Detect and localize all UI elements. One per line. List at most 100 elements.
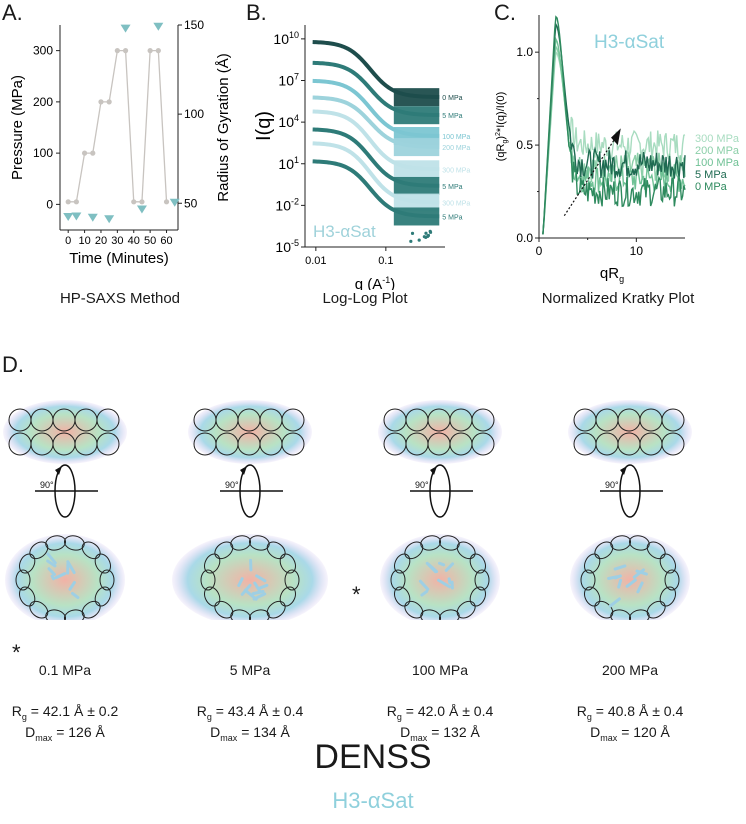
rg-point xyxy=(120,24,131,33)
dna-helix xyxy=(646,541,666,560)
dna-helix xyxy=(469,586,486,607)
rotation-label: 90° xyxy=(605,480,619,490)
noise-point xyxy=(424,231,428,235)
dna-helix xyxy=(81,600,101,619)
pressure-point xyxy=(131,199,137,205)
pressure-line xyxy=(68,49,168,203)
dna-helix xyxy=(45,609,67,620)
dna-helix xyxy=(266,541,286,560)
dmax-stat: Dmax = 134 Å xyxy=(160,723,340,746)
x-tick-label: 60 xyxy=(160,235,172,247)
y-axis-label: (qRg)2*I(q)/I(0) xyxy=(495,92,509,162)
series-label: 300 MPa xyxy=(442,201,470,208)
histone-helix xyxy=(68,580,76,591)
dna-helix xyxy=(214,541,234,560)
dna-helix xyxy=(471,432,495,456)
rg-stat: Rg = 40.8 Å ± 0.4 xyxy=(540,704,720,725)
pressure-point xyxy=(147,48,153,54)
arrow-head-icon xyxy=(611,128,621,146)
molecule-model-2: 90° xyxy=(378,400,502,620)
rg-stat: Rg = 43.4 Å ± 0.4 xyxy=(160,704,340,725)
molecule-model-1: 90° xyxy=(172,400,328,620)
histone-helix xyxy=(437,561,446,567)
dna-helix xyxy=(96,432,120,456)
x-tick-label: 0 xyxy=(65,235,71,247)
rg-point xyxy=(153,22,164,31)
dna-helix xyxy=(390,569,406,591)
dna-helix xyxy=(610,535,632,551)
dmax-value: = 134 Å xyxy=(241,723,290,740)
rg-symbol: R xyxy=(386,703,397,719)
dmax-sub: max xyxy=(220,732,238,743)
series-5 xyxy=(312,127,440,195)
y-tick-label: 300 xyxy=(33,44,53,58)
noise-point xyxy=(409,239,413,243)
dna-helix xyxy=(204,586,221,607)
rotation-icon: 90° xyxy=(35,464,98,518)
rg-point xyxy=(136,205,147,214)
noise-point xyxy=(410,231,415,235)
histone-helix xyxy=(252,592,267,601)
rotation-icon: 90° xyxy=(410,464,473,518)
dna-helix xyxy=(404,541,424,560)
dmax-value: = 126 Å xyxy=(56,723,105,740)
series-label: 300 MPa xyxy=(442,167,470,174)
dna-helix xyxy=(63,609,85,620)
x-axis-label: Time (Minutes) xyxy=(69,250,168,267)
watermark-label: H3-αSat xyxy=(313,222,376,241)
dna-helix xyxy=(248,609,270,620)
rg-value: = 40.8 Å ± 0.4 xyxy=(595,703,684,719)
y-tick-label: 10-2 xyxy=(275,196,299,213)
pressure-point xyxy=(98,99,104,105)
dna-helix xyxy=(99,569,115,591)
y2-tick-label: 150 xyxy=(184,18,204,32)
rotation-label: 90° xyxy=(415,480,429,490)
series-label: 200 MPa xyxy=(695,145,740,157)
rg-point xyxy=(87,213,98,222)
histone-helix xyxy=(257,583,269,591)
pressure-point xyxy=(163,199,170,205)
rg-stat: Rg = 42.1 Å ± 0.2 xyxy=(0,704,155,725)
model-pressure-label: 200 MPa xyxy=(601,662,659,678)
dna-helix xyxy=(471,408,495,432)
histone-helix xyxy=(617,578,623,589)
dna-helix xyxy=(438,609,460,620)
panel-b-letter: B. xyxy=(246,0,267,25)
series-4 xyxy=(312,109,440,179)
dna-helix xyxy=(659,553,676,574)
y2-tick-label: 100 xyxy=(184,107,204,121)
panel-c-letter: C. xyxy=(494,0,516,25)
denss-subtitle: H3-αSat xyxy=(332,788,414,813)
dmax-value: = 120 Å xyxy=(621,723,670,740)
x-tick-label: 30 xyxy=(111,235,123,247)
y2-tick-label: 50 xyxy=(184,196,198,210)
y-tick-label: 107 xyxy=(278,72,299,89)
dna-helix xyxy=(279,586,296,607)
density-map-side xyxy=(172,534,328,620)
histone-helix xyxy=(418,579,430,591)
histone-helix xyxy=(635,569,648,576)
rotation-label: 90° xyxy=(225,480,239,490)
chart-log-log-plot: 1010 107 104 101 10-2 10-5 0.01 0.1 q (A-1) I(q) 0… xyxy=(253,25,470,290)
dna-helix xyxy=(96,408,120,432)
noise-point xyxy=(417,238,421,242)
dna-helix xyxy=(661,432,685,456)
model-stats: Rg = 42.0 Å ± 0.4 Dmax = 132 Å xyxy=(350,704,530,746)
denss-title: DENSS xyxy=(314,738,432,776)
dna-helix xyxy=(404,600,424,619)
density-map-side xyxy=(570,534,690,620)
pressure-point xyxy=(139,199,145,205)
histone-helix xyxy=(46,559,57,568)
histone-helix xyxy=(237,577,244,587)
dmax-stat: Dmax = 132 Å xyxy=(350,724,530,746)
rg-symbol: R xyxy=(196,703,207,719)
histone-helix xyxy=(420,589,429,597)
series-noise-band xyxy=(393,160,440,179)
histone-helix xyxy=(71,591,80,600)
pressure-point xyxy=(106,99,112,105)
molecule-model-3: 90° xyxy=(568,400,692,620)
y2-axis-label: Radius of Gyration (Å) xyxy=(215,53,232,201)
rg-point xyxy=(169,198,180,207)
histone-helix xyxy=(54,572,67,580)
rg-stat: Rg = 42.0 Å ± 0.4 xyxy=(350,704,530,725)
